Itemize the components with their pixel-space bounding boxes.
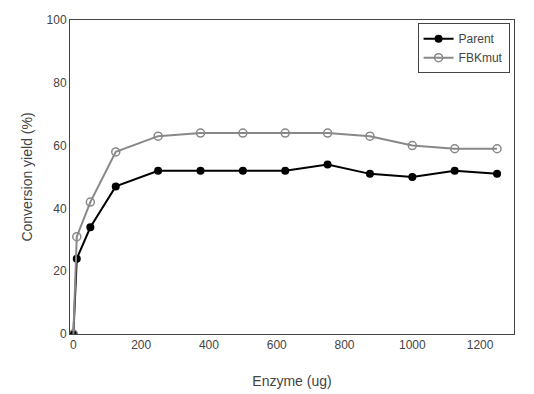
svg-text:20: 20 bbox=[53, 264, 67, 278]
svg-text:Enzyme (ug): Enzyme (ug) bbox=[252, 373, 331, 389]
svg-text:1000: 1000 bbox=[399, 338, 426, 352]
svg-text:Conversion yield (%): Conversion yield (%) bbox=[19, 112, 35, 241]
svg-text:80: 80 bbox=[53, 76, 67, 90]
svg-text:0: 0 bbox=[60, 327, 67, 341]
svg-text:400: 400 bbox=[199, 338, 219, 352]
svg-text:200: 200 bbox=[131, 338, 151, 352]
svg-text:100: 100 bbox=[47, 13, 67, 27]
svg-text:FBKmut: FBKmut bbox=[459, 51, 503, 65]
svg-text:Parent: Parent bbox=[459, 32, 495, 46]
svg-text:60: 60 bbox=[53, 139, 67, 153]
svg-text:600: 600 bbox=[267, 338, 287, 352]
svg-text:1200: 1200 bbox=[467, 338, 494, 352]
svg-text:40: 40 bbox=[53, 202, 67, 216]
svg-text:800: 800 bbox=[335, 338, 355, 352]
svg-text:0: 0 bbox=[70, 338, 77, 352]
